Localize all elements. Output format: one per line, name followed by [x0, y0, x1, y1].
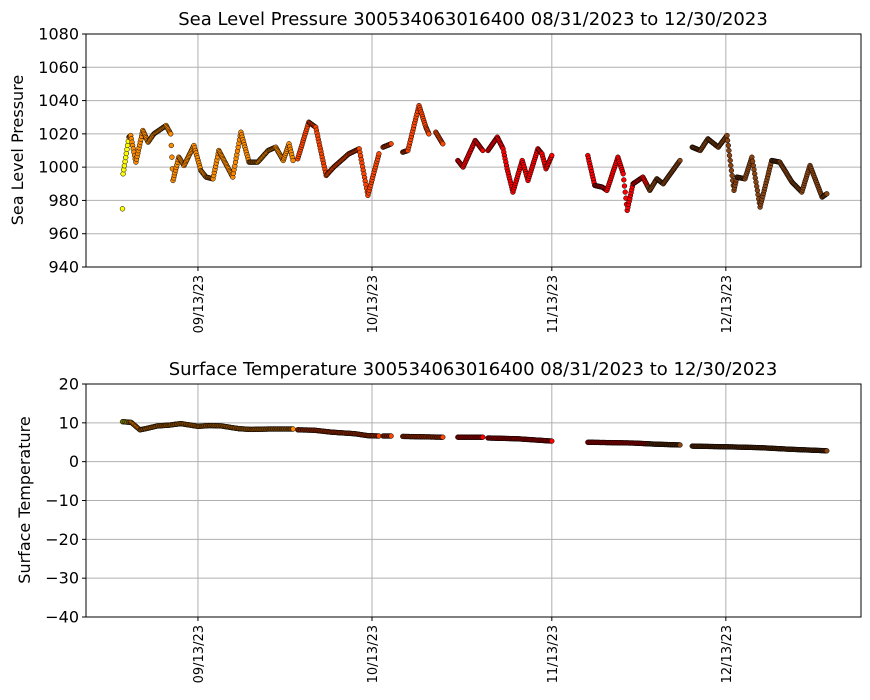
temperature-data-point	[677, 442, 683, 448]
pressure-data-point	[622, 189, 628, 195]
pressure-x-tick-label: 10/13/23	[366, 275, 381, 333]
temperature-y-tick-label: −20	[45, 530, 79, 549]
pressure-data-point	[677, 157, 683, 164]
temperature-data-point	[480, 434, 486, 440]
pressure-data-point	[728, 167, 735, 174]
temperature-y-tick-label: 0	[69, 452, 79, 471]
temperature-y-tick-label: 10	[59, 413, 79, 432]
pressure-data-point	[440, 141, 446, 147]
temperature-data-point	[388, 433, 394, 439]
temperature-y-tick-label: −40	[45, 608, 79, 627]
pressure-y-tick-label: 1060	[38, 58, 79, 77]
temperature-y-tick-label: −30	[45, 569, 79, 588]
pressure-data-point	[729, 172, 735, 179]
pressure-data-point	[620, 171, 626, 177]
pressure-y-tick-label: 960	[48, 224, 79, 243]
pressure-data-point	[426, 131, 432, 137]
pressure-series	[119, 102, 830, 214]
pressure-data-point	[621, 177, 627, 183]
temperature-y-axis-label: Surface Temperature	[15, 416, 34, 583]
temperature-data-point	[290, 426, 296, 432]
pressure-data-point	[388, 141, 394, 147]
temperature-axes-frame	[85, 383, 862, 618]
pressure-data-point	[726, 147, 732, 154]
temperature-data-point	[824, 448, 830, 454]
temperature-chart-title: Surface Temperature 300534063016400 08/3…	[169, 359, 778, 380]
pressure-data-point	[724, 132, 730, 139]
pressure-data-point	[725, 142, 731, 149]
pressure-chart: Sea Level Pressure 300534063016400 08/31…	[8, 9, 862, 333]
pressure-y-tick-label: 1080	[38, 25, 79, 44]
temperature-data-point	[549, 438, 555, 444]
temperature-y-tick-label: −10	[45, 491, 79, 510]
pressure-data-point	[480, 147, 486, 154]
pressure-data-point	[549, 152, 555, 159]
temperature-chart: Surface Temperature 300534063016400 08/3…	[15, 359, 862, 683]
pressure-data-point	[168, 131, 174, 137]
pressure-data-point	[168, 142, 174, 149]
pressure-data-point	[728, 162, 734, 169]
pressure-axes-frame	[85, 33, 862, 268]
pressure-data-point	[376, 151, 382, 157]
pressure-y-tick-label: 1040	[38, 91, 79, 110]
temperature-x-tick-label: 11/13/23	[546, 625, 561, 683]
pressure-x-tick-label: 09/13/23	[192, 275, 207, 333]
pressure-y-tick-label: 1020	[38, 124, 79, 143]
pressure-y-axis-label: Sea Level Pressure	[8, 75, 27, 226]
pressure-data-point	[726, 152, 733, 159]
pressure-data-point	[621, 183, 628, 189]
temperature-y-tick-label: 20	[59, 375, 79, 394]
temperature-x-tick-label: 12/13/23	[720, 625, 735, 683]
pressure-data-point	[169, 154, 175, 160]
pressure-y-tick-label: 940	[48, 258, 79, 277]
temperature-data-point	[440, 434, 446, 440]
pressure-chart-title: Sea Level Pressure 300534063016400 08/31…	[178, 9, 768, 30]
pressure-y-tick-label: 980	[48, 191, 79, 210]
pressure-data-point	[824, 191, 830, 197]
pressure-x-tick-label: 11/13/23	[546, 275, 561, 333]
pressure-data-point	[724, 137, 731, 144]
pressure-data-point	[727, 157, 733, 164]
pressure-data-point	[290, 157, 296, 164]
temperature-x-tick-label: 10/13/23	[366, 625, 381, 683]
pressure-x-tick-label: 12/13/23	[720, 275, 735, 333]
pressure-y-tick-label: 1000	[38, 158, 79, 177]
temperature-series	[119, 419, 830, 454]
temperature-x-tick-label: 09/13/23	[192, 625, 207, 683]
pressure-data-point	[119, 206, 126, 212]
